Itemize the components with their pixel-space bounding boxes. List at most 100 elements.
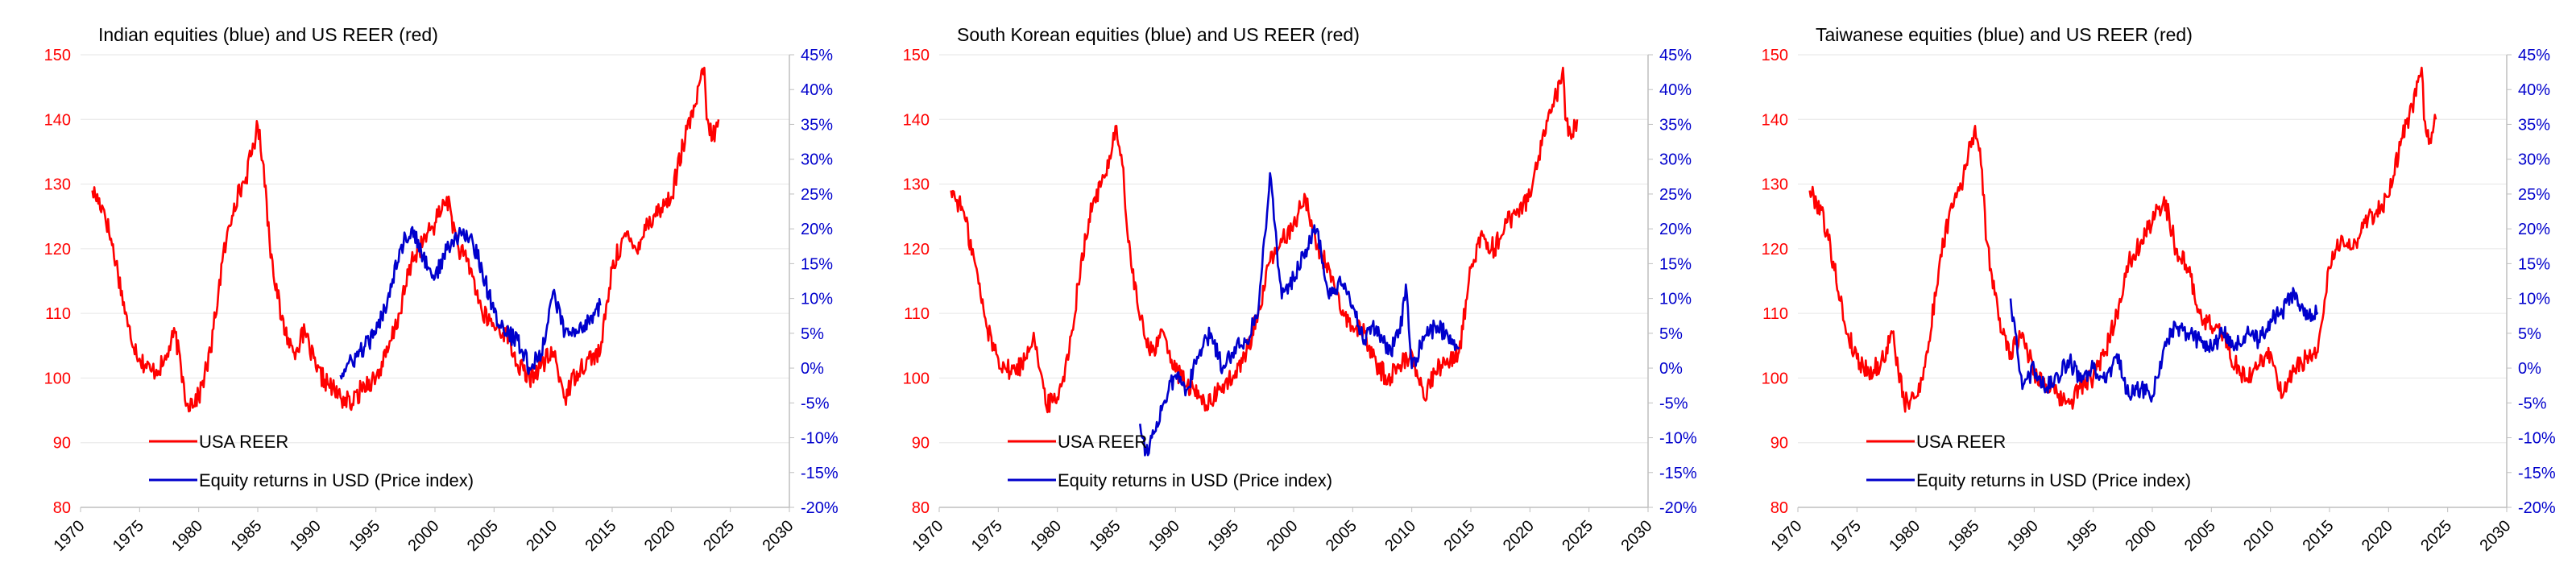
y-right-tick-label: 40%	[801, 81, 833, 99]
y-right-tick-label: 0%	[2518, 360, 2541, 378]
x-tick-label: 1970	[51, 517, 89, 555]
y-right-tick-label: -15%	[1659, 465, 1697, 482]
x-tick-label: 2025	[2417, 517, 2455, 555]
x-tick-label: 1995	[346, 517, 383, 555]
y-right-tick-label: -10%	[1659, 430, 1697, 448]
y-right-tick-label: 25%	[801, 186, 833, 204]
x-tick-label: 1980	[1886, 517, 1924, 555]
y-left-tick-label: 140	[1762, 111, 1788, 129]
y-left-tick-label: 150	[44, 47, 71, 64]
y-left-tick-label: 80	[912, 499, 930, 517]
y-left-tick-label: 110	[1762, 305, 1788, 323]
x-tick-label: 1990	[2004, 517, 2042, 555]
x-tick-label: 2015	[582, 517, 620, 555]
x-tick-label: 1980	[168, 517, 206, 555]
y-right-tick-label: 30%	[2518, 151, 2550, 169]
y-left-tick-label: 90	[912, 435, 930, 453]
x-tick-label: 2025	[1559, 517, 1597, 555]
y-right-tick-label: 5%	[1659, 325, 1683, 343]
y-left-tick-label: 150	[903, 47, 930, 64]
x-tick-label: 2030	[760, 517, 797, 555]
series-line-usa-reer	[91, 66, 720, 413]
y-right-tick-label: -10%	[2518, 430, 2556, 448]
legend-label-reer: USA REER	[1058, 432, 1147, 452]
x-tick-label: 2015	[1441, 517, 1479, 555]
x-tick-label: 1975	[110, 517, 147, 555]
y-left-tick-label: 150	[1762, 47, 1788, 64]
y-left-tick-label: 120	[1762, 241, 1788, 259]
y-left-tick-label: 100	[903, 370, 930, 387]
x-tick-label: 2025	[700, 517, 738, 555]
y-right-tick-label: 35%	[2518, 116, 2550, 134]
x-tick-label: 1995	[2063, 517, 2101, 555]
x-tick-label: 2010	[523, 517, 561, 555]
x-tick-label: 2015	[2300, 517, 2338, 555]
y-left-tick-label: 110	[45, 305, 71, 323]
chart-title: Taiwanese equities (blue) and US REER (r…	[1816, 24, 2193, 45]
x-tick-label: 2010	[2240, 517, 2278, 555]
chart-svg: 150 140 130 120 110 100 90 80 45% 40% 35% 30% 25% 20%…	[903, 47, 1697, 555]
x-tick-label: 1990	[1145, 517, 1183, 555]
y-right-tick-label: -20%	[801, 499, 839, 517]
x-tick-label: 2020	[2359, 517, 2396, 555]
y-left-tick-label: 120	[44, 241, 71, 259]
y-right-tick-label: 30%	[1659, 151, 1692, 169]
y-right-tick-label: 20%	[801, 221, 833, 238]
y-right-tick-label: -5%	[2518, 395, 2547, 412]
y-left-tick-label: 100	[1762, 370, 1788, 387]
y-right-tick-label: 15%	[1659, 255, 1692, 273]
chart-panel-india: Indian equities (blue) and US REER (red)…	[0, 0, 859, 575]
y-left-tick-label: 90	[53, 435, 71, 453]
y-left-tick-label: 80	[1770, 499, 1788, 517]
y-left-tick-label: 120	[903, 241, 930, 259]
y-right-tick-label: 35%	[1659, 116, 1692, 134]
y-right-tick-label: 10%	[2518, 291, 2550, 308]
y-left-tick-label: 90	[1770, 435, 1788, 453]
y-left-tick-label: 130	[903, 176, 930, 194]
legend-label-equity: Equity returns in USD (Price index)	[199, 470, 474, 490]
y-right-tick-label: 40%	[1659, 81, 1692, 99]
x-tick-label: 1970	[909, 517, 947, 555]
y-right-tick-label: 15%	[801, 255, 833, 273]
x-tick-label: 2020	[1500, 517, 1538, 555]
y-right-tick-label: 10%	[801, 291, 833, 308]
series-line-usa-reer	[950, 66, 1579, 414]
y-right-tick-label: -20%	[2518, 499, 2556, 517]
y-left-tick-label: 80	[53, 499, 71, 517]
x-tick-label: 2005	[2181, 517, 2219, 555]
x-tick-label: 1995	[1204, 517, 1242, 555]
x-tick-label: 1975	[1827, 517, 1865, 555]
series-line-equity	[1139, 172, 1460, 457]
y-right-tick-label: 0%	[1659, 360, 1683, 378]
y-right-tick-label: -10%	[801, 430, 839, 448]
y-right-tick-label: 45%	[801, 47, 833, 64]
y-right-tick-label: -20%	[1659, 499, 1697, 517]
chart-title: Indian equities (blue) and US REER (red)	[98, 24, 438, 45]
x-tick-label: 2020	[641, 517, 679, 555]
series-line-equity	[2009, 287, 2319, 403]
x-tick-label: 1975	[968, 517, 1006, 555]
y-right-tick-label: 40%	[2518, 81, 2550, 99]
x-tick-label: 1985	[228, 517, 266, 555]
chart-svg: 150 140 130 120 110 100 90 80 45% 40% 35% 30% 25% 20%…	[44, 47, 839, 555]
y-left-tick-label: 140	[44, 111, 71, 129]
x-tick-label: 1985	[1087, 517, 1124, 555]
y-right-tick-label: 5%	[2518, 325, 2541, 343]
y-right-tick-label: 20%	[1659, 221, 1692, 238]
series-line-equity	[339, 225, 602, 380]
legend-label-reer: USA REER	[199, 432, 288, 452]
x-tick-label: 1980	[1027, 517, 1065, 555]
y-right-tick-label: 35%	[801, 116, 833, 134]
y-left-tick-label: 130	[44, 176, 71, 194]
legend-label-equity: Equity returns in USD (Price index)	[1058, 470, 1332, 490]
x-tick-label: 1985	[1945, 517, 1983, 555]
y-right-tick-label: -5%	[801, 395, 830, 412]
y-right-tick-label: 25%	[1659, 186, 1692, 204]
y-right-tick-label: 5%	[801, 325, 824, 343]
x-tick-label: 1990	[287, 517, 325, 555]
y-right-tick-label: -5%	[1659, 395, 1688, 412]
x-tick-label: 2030	[2477, 517, 2515, 555]
x-tick-label: 2030	[1618, 517, 1656, 555]
y-right-tick-label: 20%	[2518, 221, 2550, 238]
